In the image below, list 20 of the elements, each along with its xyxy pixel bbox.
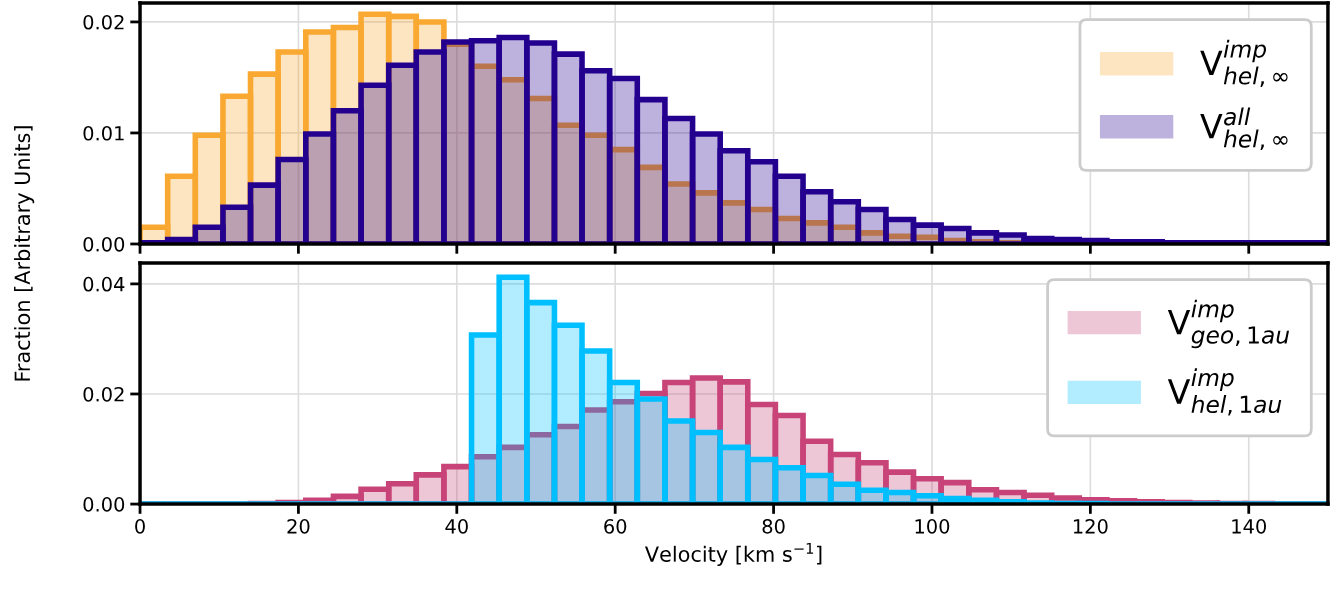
- x-tick-label: 100: [915, 519, 950, 534]
- y-tick-label: 0.04: [83, 276, 125, 292]
- x-tick-label: 0: [135, 519, 145, 534]
- x-tick-label: 120: [1073, 519, 1108, 534]
- y-tick-label: 0.01: [83, 125, 124, 141]
- x-tick-label: 60: [604, 519, 627, 534]
- x-tick-label: 80: [762, 519, 785, 534]
- x-tick-label: 140: [1232, 519, 1267, 534]
- y-tick-label: 0.02: [83, 386, 124, 402]
- x-tick-label: 40: [445, 519, 468, 534]
- legend-label: V$^{imp}$$_{geo,1au}$: [1167, 299, 1290, 349]
- y-tick-label: 0.00: [83, 497, 125, 512]
- legend-label: V$^{all}$$_{hel,∞}$: [1200, 107, 1288, 151]
- x-tick-label: 20: [287, 519, 310, 534]
- y-tick-label: 0.02: [83, 14, 124, 30]
- y-axis-title: Fraction [Arbitrary Units]: [14, 126, 35, 381]
- y-tick-label: 0.00: [83, 236, 125, 252]
- legend-label: V$^{imp}$$_{hel,1au}$: [1167, 368, 1282, 416]
- legend-label: V$^{imp}$$_{hel,∞}$: [1200, 39, 1288, 87]
- x-axis-title: Velocity [km s$^{−1}$]: [644, 543, 822, 566]
